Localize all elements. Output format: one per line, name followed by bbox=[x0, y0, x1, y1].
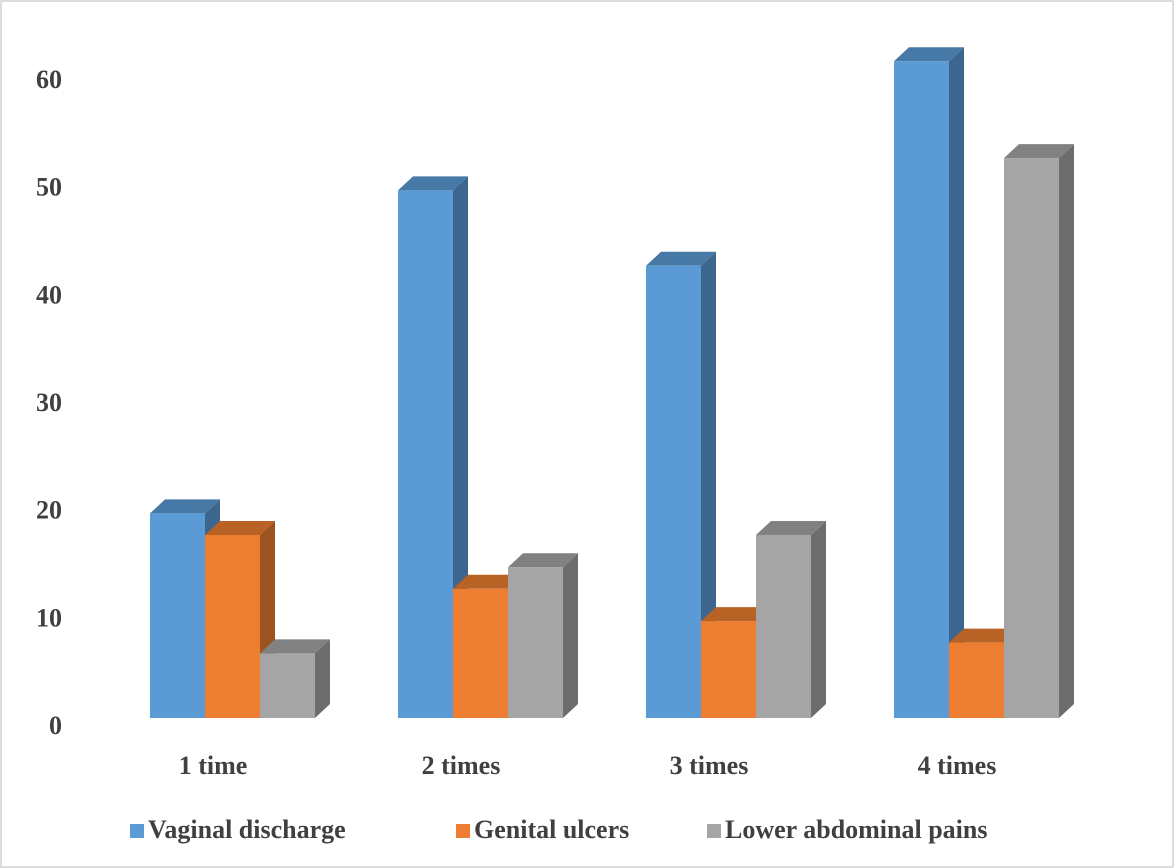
legend-swatch bbox=[456, 824, 470, 838]
bar-face bbox=[508, 553, 578, 568]
bar-face bbox=[260, 639, 330, 654]
bar bbox=[756, 520, 826, 718]
legend-label: Vaginal discharge bbox=[148, 815, 346, 844]
bar-face bbox=[508, 567, 563, 718]
legend-label: Lower abdominal pains bbox=[725, 815, 987, 844]
y-tick-label: 60 bbox=[36, 65, 62, 94]
bar-face bbox=[398, 176, 468, 191]
bar-face bbox=[205, 520, 275, 535]
bar bbox=[1004, 144, 1074, 719]
y-tick-label: 0 bbox=[49, 711, 62, 740]
bar-face bbox=[205, 534, 260, 718]
bar-face bbox=[811, 520, 826, 718]
bar-face bbox=[701, 251, 716, 719]
y-tick-label: 30 bbox=[36, 388, 62, 417]
legend-swatch bbox=[130, 824, 144, 838]
bar-face bbox=[646, 251, 716, 266]
bar bbox=[894, 47, 964, 718]
bar-face bbox=[1004, 158, 1059, 719]
x-tick-label: 1 time bbox=[179, 751, 248, 780]
bar-face bbox=[756, 520, 826, 535]
bar-face bbox=[701, 621, 756, 718]
bar bbox=[205, 520, 275, 718]
bar-face bbox=[1059, 144, 1074, 719]
legend-label: Genital ulcers bbox=[474, 815, 629, 844]
bar-face bbox=[150, 499, 220, 514]
bar-face bbox=[260, 653, 315, 718]
bar-face bbox=[701, 607, 771, 622]
bar bbox=[646, 251, 716, 719]
bar-face bbox=[756, 534, 811, 718]
x-tick-label: 4 times bbox=[918, 751, 997, 780]
y-tick-label: 20 bbox=[36, 496, 62, 525]
bar-face bbox=[949, 47, 964, 718]
x-tick-label: 3 times bbox=[670, 751, 749, 780]
bar-face bbox=[894, 61, 949, 718]
bar-face bbox=[1004, 144, 1074, 159]
bar-face bbox=[453, 588, 508, 718]
bar-face bbox=[398, 190, 453, 718]
bar-face bbox=[949, 642, 1004, 718]
bar-face bbox=[453, 574, 523, 589]
bar bbox=[508, 553, 578, 718]
x-tick-label: 2 times bbox=[422, 751, 501, 780]
bar-face bbox=[315, 639, 330, 718]
y-tick-label: 50 bbox=[36, 173, 62, 202]
legend-swatch bbox=[707, 824, 721, 838]
bar-face bbox=[949, 628, 1019, 643]
y-tick-label: 10 bbox=[36, 603, 62, 632]
bar-face bbox=[150, 513, 205, 718]
bar-face bbox=[894, 47, 964, 62]
bar-face bbox=[563, 553, 578, 718]
bar bbox=[260, 639, 330, 718]
bar-face bbox=[646, 265, 701, 718]
y-tick-label: 40 bbox=[36, 280, 62, 309]
